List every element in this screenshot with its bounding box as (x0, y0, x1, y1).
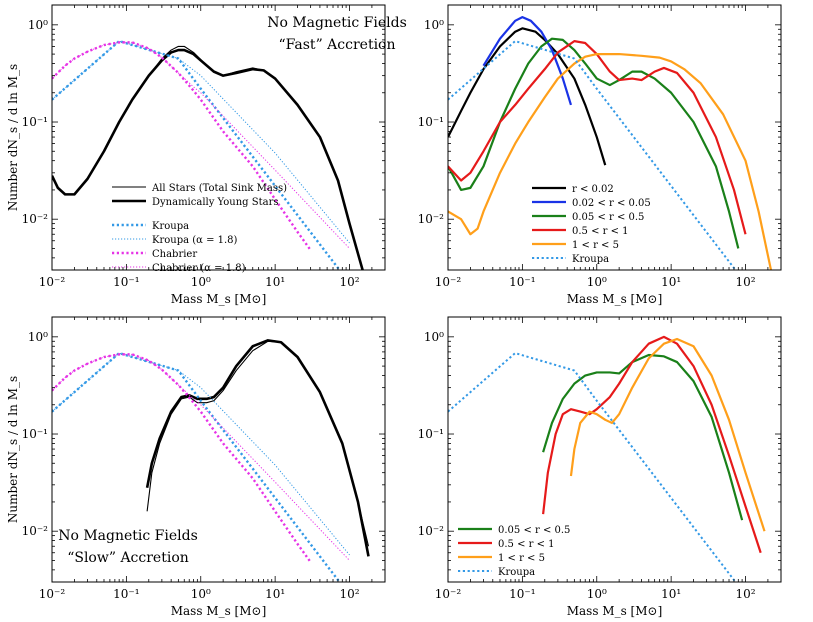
axes-frame (51, 4, 386, 271)
series-line (52, 351, 342, 582)
legend-label: 0.5 < r < 1 (572, 226, 629, 237)
x-axis-title: Mass M_s [M⊙] (567, 292, 663, 306)
series-line (52, 352, 350, 556)
x-tick-label: 10² (735, 275, 755, 289)
series-group (52, 339, 370, 582)
axis-ticks (447, 317, 782, 583)
y-tick-label: 10⁰ (424, 18, 444, 32)
x-tick-label: 10¹ (661, 587, 681, 601)
panel-annotation: “Slow” Accretion (67, 550, 189, 566)
series-line (448, 52, 773, 270)
axis-ticks (51, 317, 386, 583)
series-group (448, 335, 766, 582)
x-tick-label: 10⁻¹ (509, 587, 535, 601)
series-line (52, 41, 350, 249)
series-line (482, 16, 573, 106)
y-tick-label: 10⁰ (424, 330, 444, 344)
panel-annotation: No Magnetic Fields (58, 528, 198, 544)
x-tick-label: 10¹ (661, 275, 681, 289)
series-line (448, 352, 737, 582)
x-axis-title: Mass M_s [M⊙] (567, 604, 663, 618)
y-tick-label: 10⁻¹ (418, 115, 444, 129)
legend-label: Chabrier (α = 1.8) (152, 263, 246, 274)
panel-annotation: No Magnetic Fields (267, 15, 407, 31)
legend: r < 0.02 0.02 < r < 0.05 0.05 < r < 0.5 0.5… (532, 184, 651, 265)
series-line (542, 353, 744, 521)
legend-label: 1 < r < 5 (572, 240, 619, 251)
y-tick-label: 10⁻² (418, 212, 445, 226)
x-tick-label: 10² (735, 587, 755, 601)
x-tick-label: 10¹ (265, 275, 285, 289)
series-group (448, 16, 773, 270)
x-tick-label: 10⁰ (587, 275, 607, 289)
legend-label: Kroupa (572, 254, 609, 265)
x-tick-label: 10⁻¹ (113, 275, 139, 289)
y-tick-label: 10⁻² (22, 524, 49, 538)
y-tick-label: 10⁻² (418, 524, 445, 538)
legend-label: Dynamically Young Stars (152, 197, 279, 208)
series-group (52, 39, 364, 270)
x-tick-label: 10⁰ (191, 275, 211, 289)
legend-label: 0.02 < r < 0.05 (572, 198, 651, 209)
y-tick-label: 10⁰ (28, 330, 48, 344)
legend-label: 0.05 < r < 0.5 (498, 525, 570, 536)
x-tick-label: 10⁻² (435, 275, 462, 289)
series-line (448, 27, 607, 166)
y-tick-label: 10⁻¹ (418, 427, 444, 441)
y-axis-title: Number dN_s / d ln M_s (6, 64, 20, 211)
x-tick-label: 10⁻¹ (509, 275, 535, 289)
x-tick-label: 10² (339, 587, 359, 601)
x-tick-label: 10¹ (265, 587, 285, 601)
series-line (448, 37, 740, 249)
x-axis-title: Mass M_s [M⊙] (171, 292, 267, 306)
x-tick-label: 10⁻² (39, 587, 66, 601)
panel-annotation: “Fast” Accretion (278, 37, 395, 53)
y-tick-label: 10⁻¹ (22, 115, 48, 129)
y-axis-title: Number dN_s / d ln M_s (6, 376, 20, 523)
x-axis-title: Mass M_s [M⊙] (171, 604, 267, 618)
legend: All Stars (Total Sink Mass) Dynamically Y… (112, 183, 287, 274)
axis-ticks (447, 5, 782, 271)
legend-label: Kroupa (α = 1.8) (152, 235, 238, 246)
axis-ticks (51, 5, 386, 271)
series-line (52, 353, 350, 561)
series-line (52, 41, 312, 251)
x-tick-label: 10⁻² (39, 275, 66, 289)
series-line (52, 39, 342, 270)
y-tick-label: 10⁻¹ (22, 427, 48, 441)
axes-frame (447, 4, 782, 271)
series-line (52, 48, 364, 270)
x-tick-label: 10² (339, 275, 359, 289)
axes-frame (447, 316, 782, 583)
panel-bottom-right: 10⁻² 10⁻¹ 10⁰ 10¹ 10² 10⁻² 10⁻¹ 10⁰ Mass M_s [M⊙… (418, 316, 782, 618)
series-line (145, 339, 370, 557)
legend-label: Chabrier (152, 249, 197, 260)
legend-label: Kroupa (498, 567, 535, 578)
x-tick-label: 10⁻² (435, 587, 462, 601)
series-line (52, 40, 350, 244)
legend: 0.05 < r < 0.5 0.5 < r < 1 1 < r < 5 Kroupa (458, 525, 570, 578)
axes-frame (51, 316, 386, 583)
y-tick-label: 10⁻² (22, 212, 49, 226)
x-tick-label: 10⁰ (587, 587, 607, 601)
panel-top-right: 10⁻² 10⁻¹ 10⁰ 10¹ 10² 10⁻² 10⁻¹ 10⁰ Mass M_s [M⊙… (418, 4, 782, 306)
legend-label: r < 0.02 (572, 184, 614, 195)
x-tick-label: 10⁻¹ (113, 587, 139, 601)
series-line (448, 40, 737, 270)
legend-label: 0.5 < r < 1 (498, 539, 555, 550)
panel-top-left: 10⁻² 10⁻¹ 10⁰ 10¹ 10² 10⁻² 10⁻¹ 10⁰ Mass M_s [M⊙… (6, 4, 407, 306)
x-tick-label: 10⁰ (191, 587, 211, 601)
series-line (569, 337, 766, 532)
panel-bottom-left: 10⁻² 10⁻¹ 10⁰ 10¹ 10² 10⁻² 10⁻¹ 10⁰ Mass M_s [M⊙… (6, 316, 386, 618)
legend-label: 1 < r < 5 (498, 553, 545, 564)
legend-label: All Stars (Total Sink Mass) (151, 183, 287, 194)
y-tick-label: 10⁰ (28, 18, 48, 32)
series-line (542, 335, 762, 554)
legend-label: 0.05 < r < 0.5 (572, 212, 644, 223)
legend-label: Kroupa (152, 221, 189, 232)
